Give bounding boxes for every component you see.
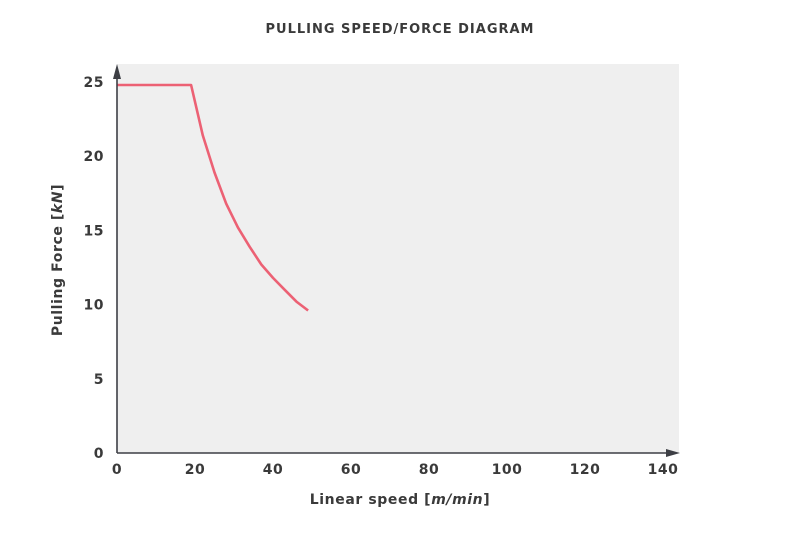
y-tick-label: 20 (84, 149, 104, 165)
chart-title: PULLING SPEED/FORCE DIAGRAM (265, 22, 535, 37)
x-tick-label: 100 (492, 462, 523, 478)
axes (113, 64, 680, 457)
plot-background (117, 64, 679, 453)
x-axis-arrow-icon (666, 449, 680, 457)
x-tick-label: 20 (185, 462, 205, 478)
x-tick-label: 40 (263, 462, 283, 478)
x-tick-label: 80 (419, 462, 439, 478)
y-tick-label: 15 (84, 223, 104, 239)
x-tick-label: 0 (112, 462, 122, 478)
y-axis-ticks: 0 5 10 15 20 25 (84, 75, 104, 462)
y-axis-label: Pulling Force [kN] (50, 183, 66, 337)
y-tick-label: 0 (94, 446, 104, 462)
y-tick-label: 10 (84, 298, 104, 314)
x-tick-label: 140 (648, 462, 679, 478)
x-axis-label: Linear speed [m/min] (309, 492, 491, 508)
series-layer (117, 83, 309, 312)
y-axis-arrow-icon (113, 64, 121, 79)
y-tick-label: 25 (84, 75, 104, 91)
series-line (117, 83, 309, 312)
x-tick-label: 120 (570, 462, 601, 478)
x-tick-label: 60 (341, 462, 361, 478)
y-tick-label: 5 (94, 372, 104, 388)
x-axis-ticks: 0 20 40 60 80 100 120 140 (112, 462, 678, 478)
